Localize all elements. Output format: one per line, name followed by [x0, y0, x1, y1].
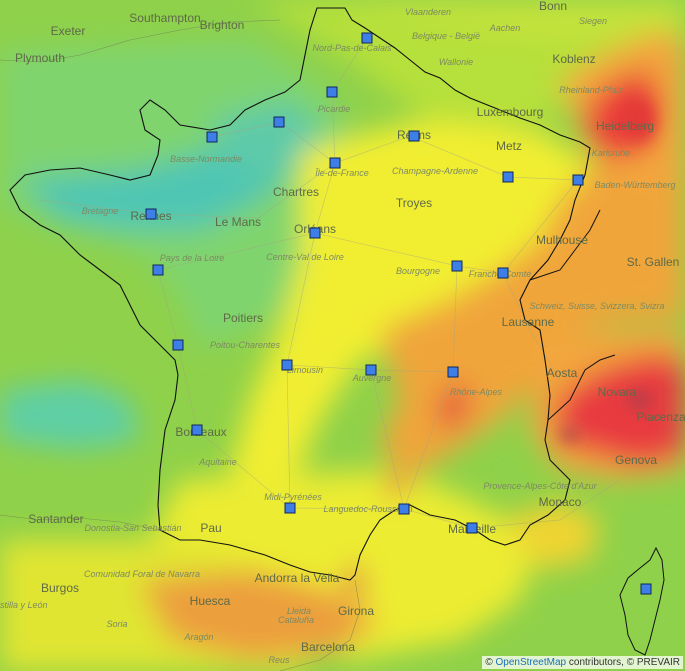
station-marker[interactable] [172, 339, 184, 351]
map-label: Mulhouse [535, 233, 589, 247]
region-label: Cataluña [277, 615, 315, 625]
attribution-suffix: contributors, © PREVAIR [568, 657, 680, 668]
map-label: Santander [28, 512, 84, 526]
corsica-outline [619, 546, 665, 656]
region-label: Vlaanderen [404, 7, 452, 17]
spain-coast [0, 514, 361, 671]
station-marker[interactable] [361, 32, 373, 44]
map-label: Exeter [50, 24, 86, 38]
uk-coast [0, 19, 281, 63]
station-marker[interactable] [152, 264, 164, 276]
map-label: Luxembourg [476, 105, 544, 119]
region-label: Champagne-Ardenne [391, 166, 479, 176]
station-marker[interactable] [447, 366, 459, 378]
region-label: Île-de-France [315, 168, 369, 178]
map-label: Donostia-San Sebastián [84, 523, 182, 533]
region-label: Comunidad Foral de Navarra [83, 569, 201, 579]
attribution-prefix: © [485, 657, 493, 668]
region-label: Provence-Alpes-Côte d'Azur [483, 481, 597, 491]
station-marker[interactable] [145, 208, 157, 220]
region-label: Siegen [578, 16, 608, 26]
map-label: Heidelberg [595, 119, 655, 133]
region-label: Castilla y León [0, 600, 48, 610]
map-label: Girona [337, 604, 375, 618]
station-marker[interactable] [206, 131, 218, 143]
map-label: Genova [614, 453, 658, 467]
region-label: Lleida [286, 606, 312, 616]
region-label: Baden-Württemberg [594, 180, 676, 190]
region-label: Belgique - België [411, 31, 481, 41]
alps-border [529, 209, 616, 421]
osm-link[interactable]: OpenStreetMap [495, 657, 567, 668]
france-border [9, 7, 591, 581]
station-marker[interactable] [365, 364, 377, 376]
region-label: Bourgogne [395, 266, 441, 276]
map-label: Lausanne [501, 315, 555, 329]
map-label: Southampton [129, 11, 201, 25]
station-marker[interactable] [466, 522, 478, 534]
station-marker[interactable] [451, 260, 463, 272]
road-network [39, 37, 621, 529]
region-label: Poitou-Charentes [209, 340, 281, 350]
map-label: Metz [495, 139, 523, 153]
map-label: Chartres [272, 185, 320, 199]
map-label: Le Mans [214, 215, 262, 229]
region-label: Schweiz, Suisse, Svizzera, Svizra [529, 301, 665, 311]
region-label: Reus [268, 655, 290, 665]
region-label: Karlsruhe [591, 148, 631, 158]
station-marker[interactable] [497, 267, 509, 279]
station-marker[interactable] [326, 86, 338, 98]
station-marker[interactable] [284, 502, 296, 514]
map-label: Brighton [199, 18, 245, 32]
region-label: Rhône-Alpes [449, 387, 503, 397]
station-marker[interactable] [281, 359, 293, 371]
hotspot-cores [560, 98, 656, 441]
map-label: Troyes [395, 196, 433, 210]
map-label: Piacenza [636, 410, 685, 424]
station-marker[interactable] [502, 171, 514, 183]
station-marker[interactable] [398, 503, 410, 515]
map-label: Burgos [40, 581, 80, 595]
station-marker[interactable] [273, 116, 285, 128]
map-label: St. Gallen [626, 255, 680, 269]
map-label: Barcelona [300, 640, 356, 654]
map-label: Monaco [538, 495, 582, 509]
map-attribution: © OpenStreetMap contributors, © PREVAIR [482, 656, 683, 669]
station-marker[interactable] [309, 227, 321, 239]
map-label: Pau [200, 521, 222, 535]
map-label: Bonn [538, 0, 568, 13]
region-label: Nord-Pas-de-Calais [312, 43, 392, 53]
map-label: Poitiers [222, 311, 264, 325]
region-label: Wallonie [438, 57, 474, 67]
map-label: Aosta [546, 366, 578, 380]
region-label: Picardie [317, 104, 351, 114]
region-label: Bretagne [81, 206, 119, 216]
region-label: Aragón [184, 632, 214, 642]
region-label: Basse-Normandie [169, 154, 243, 164]
region-label: Midi-Pyrénées [264, 492, 322, 502]
map-label: Andorra la Vella [254, 571, 340, 585]
station-marker[interactable] [191, 424, 203, 436]
region-label: Auvergne [352, 373, 392, 383]
station-marker[interactable] [329, 157, 341, 169]
region-label: Aquitaine [199, 457, 237, 467]
station-marker[interactable] [572, 174, 584, 186]
map-label: Huesca [189, 594, 231, 608]
map-label: Plymouth [14, 51, 66, 65]
region-label: Rheinland-Pfalz [559, 85, 623, 95]
station-marker[interactable] [408, 130, 420, 142]
station-marker[interactable] [640, 583, 652, 595]
region-label: Pays de la Loire [159, 253, 225, 263]
map-label: Novara [597, 385, 637, 399]
map-label: Koblenz [552, 52, 596, 66]
region-label: Limousin [286, 365, 324, 375]
region-label: Languedoc-Roussillon [323, 504, 413, 514]
region-label: Aachen [489, 23, 521, 33]
region-label: Soria [106, 619, 128, 629]
region-label: Centre-Val de Loire [266, 252, 344, 262]
